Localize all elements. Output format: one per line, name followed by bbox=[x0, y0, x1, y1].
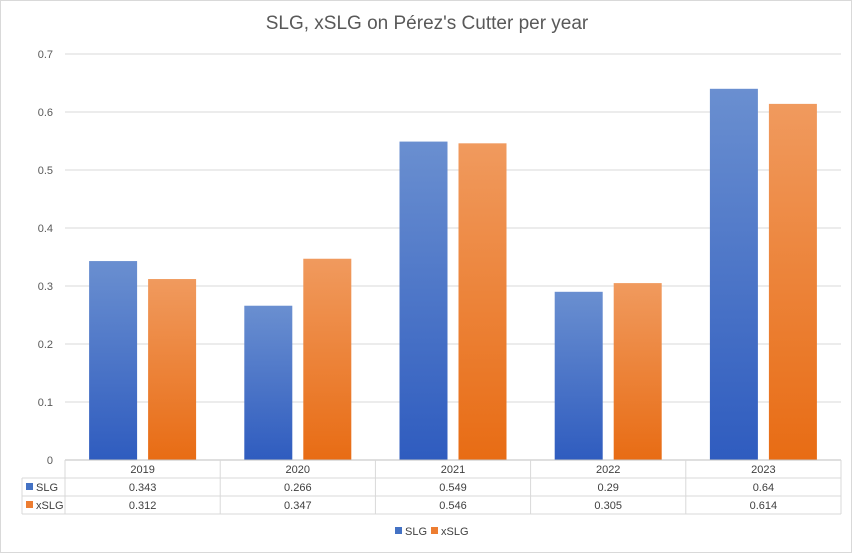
bar-xslg-2020 bbox=[303, 258, 352, 460]
y-tick-label: 0 bbox=[47, 455, 53, 467]
legend-label: xSLG bbox=[441, 526, 469, 538]
bar-xslg-2022 bbox=[613, 283, 662, 460]
legend-swatch bbox=[395, 527, 402, 534]
table-series-label: SLG bbox=[36, 482, 58, 494]
bar-slg-2023 bbox=[709, 88, 758, 461]
y-tick-label: 0.6 bbox=[38, 107, 53, 119]
x-tick-label: 2021 bbox=[441, 464, 465, 476]
table-legend-key bbox=[26, 483, 33, 490]
bar-slg-2022 bbox=[554, 291, 603, 460]
x-tick-label: 2019 bbox=[130, 464, 154, 476]
data-label: 0.546 bbox=[439, 500, 467, 512]
y-tick-label: 0.2 bbox=[38, 339, 53, 351]
x-tick-label: 2020 bbox=[286, 464, 310, 476]
data-label: 0.343 bbox=[129, 482, 157, 494]
bar-slg-2020 bbox=[244, 305, 293, 460]
bar-slg-2021 bbox=[399, 141, 448, 460]
y-tick-label: 0.7 bbox=[38, 49, 53, 61]
data-label: 0.549 bbox=[439, 482, 467, 494]
data-label: 0.305 bbox=[594, 500, 622, 512]
legend-label: SLG bbox=[405, 526, 427, 538]
bar-slg-2019 bbox=[89, 261, 138, 460]
y-tick-label: 0.1 bbox=[38, 397, 53, 409]
data-label: 0.614 bbox=[750, 500, 778, 512]
y-tick-label: 0.5 bbox=[38, 165, 53, 177]
data-label: 0.312 bbox=[129, 500, 157, 512]
table-series-label: xSLG bbox=[36, 500, 64, 512]
table-legend-key bbox=[26, 501, 33, 508]
data-label: 0.64 bbox=[753, 482, 774, 494]
bar-xslg-2021 bbox=[458, 143, 507, 460]
x-tick-label: 2023 bbox=[751, 464, 775, 476]
data-label: 0.266 bbox=[284, 482, 312, 494]
bar-xslg-2019 bbox=[148, 279, 197, 460]
chart-title: SLG, xSLG on Pérez's Cutter per year bbox=[265, 13, 589, 34]
x-tick-label: 2022 bbox=[596, 464, 620, 476]
data-label: 0.29 bbox=[597, 482, 618, 494]
bar-xslg-2023 bbox=[768, 103, 817, 460]
y-tick-label: 0.4 bbox=[38, 223, 53, 235]
y-tick-label: 0.3 bbox=[38, 281, 53, 293]
data-label: 0.347 bbox=[284, 500, 312, 512]
legend-swatch bbox=[431, 527, 438, 534]
